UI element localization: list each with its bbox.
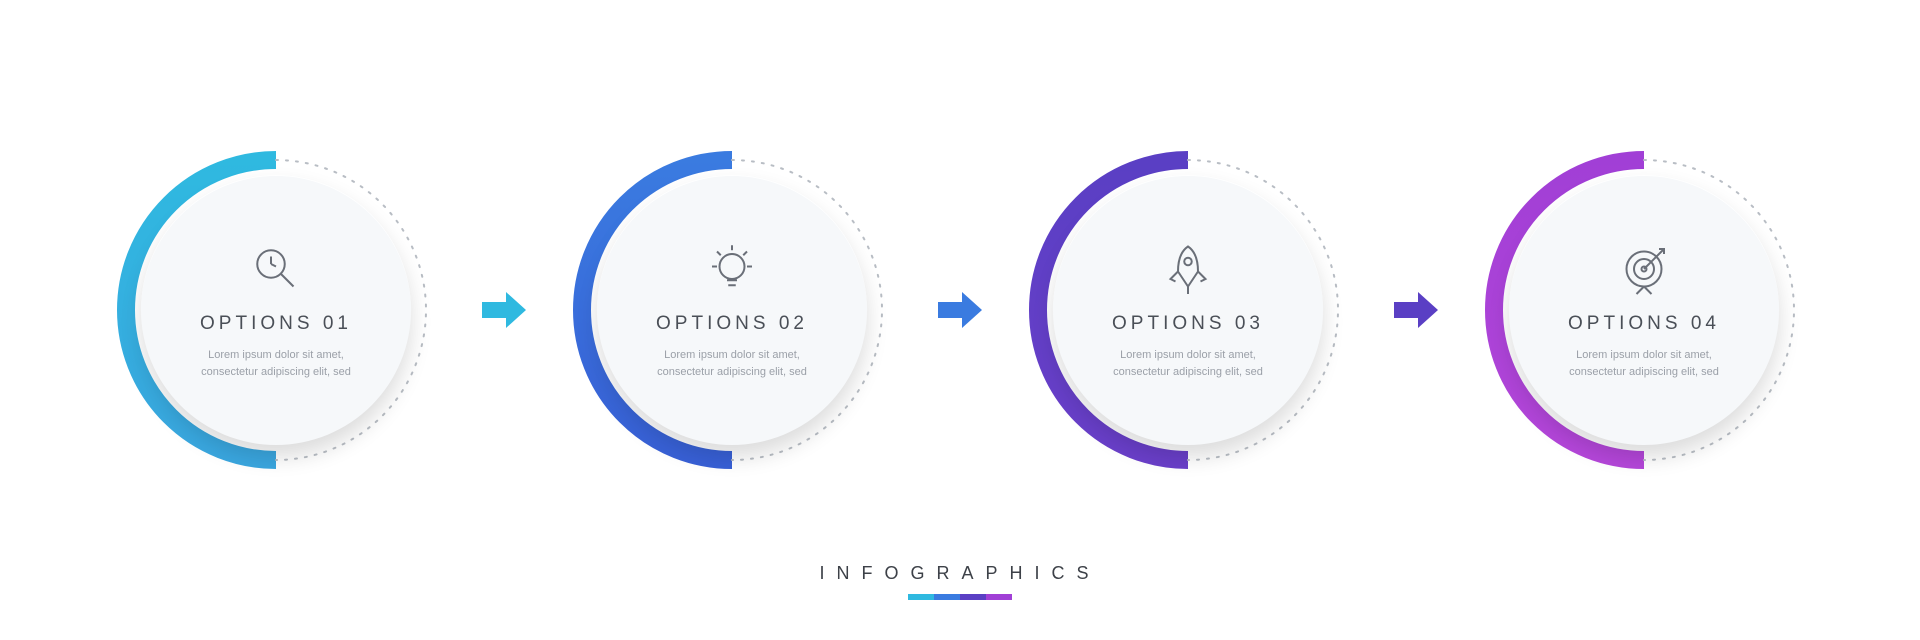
- step-1-circle: OPTIONS 01 Lorem ipsum dolor sit amet, c…: [141, 175, 411, 445]
- arrow-3: [1388, 282, 1444, 338]
- step-2-circle: OPTIONS 02 Lorem ipsum dolor sit amet, c…: [597, 175, 867, 445]
- step-4-title: OPTIONS 04: [1568, 313, 1720, 335]
- arrow-2: [932, 282, 988, 338]
- step-3-desc: Lorem ipsum dolor sit amet, consectetur …: [1093, 347, 1283, 381]
- footer: INFOGRAPHICS: [0, 563, 1920, 600]
- step-3-circle: OPTIONS 03 Lorem ipsum dolor sit amet, c…: [1053, 175, 1323, 445]
- arrow-1: [476, 282, 532, 338]
- step-3-title: OPTIONS 03: [1112, 313, 1264, 335]
- rocket-icon: [1158, 239, 1218, 299]
- step-4-desc: Lorem ipsum dolor sit amet, consectetur …: [1549, 347, 1739, 381]
- step-1-desc: Lorem ipsum dolor sit amet, consectetur …: [181, 347, 371, 381]
- step-1: OPTIONS 01 Lorem ipsum dolor sit amet, c…: [106, 140, 446, 480]
- step-1-title: OPTIONS 01: [200, 313, 352, 335]
- step-4-circle: OPTIONS 04 Lorem ipsum dolor sit amet, c…: [1509, 175, 1779, 445]
- step-4: OPTIONS 04 Lorem ipsum dolor sit amet, c…: [1474, 140, 1814, 480]
- infographic-row: OPTIONS 01 Lorem ipsum dolor sit amet, c…: [0, 100, 1920, 520]
- footer-swatches: [0, 594, 1920, 600]
- footer-title: INFOGRAPHICS: [0, 563, 1920, 584]
- swatch-3: [960, 594, 986, 600]
- swatch-4: [986, 594, 1012, 600]
- step-2: OPTIONS 02 Lorem ipsum dolor sit amet, c…: [562, 140, 902, 480]
- step-2-title: OPTIONS 02: [656, 313, 808, 335]
- magnifier-icon: [246, 239, 306, 299]
- step-2-desc: Lorem ipsum dolor sit amet, consectetur …: [637, 347, 827, 381]
- lightbulb-icon: [702, 239, 762, 299]
- target-icon: [1614, 239, 1674, 299]
- step-3: OPTIONS 03 Lorem ipsum dolor sit amet, c…: [1018, 140, 1358, 480]
- swatch-1: [908, 594, 934, 600]
- swatch-2: [934, 594, 960, 600]
